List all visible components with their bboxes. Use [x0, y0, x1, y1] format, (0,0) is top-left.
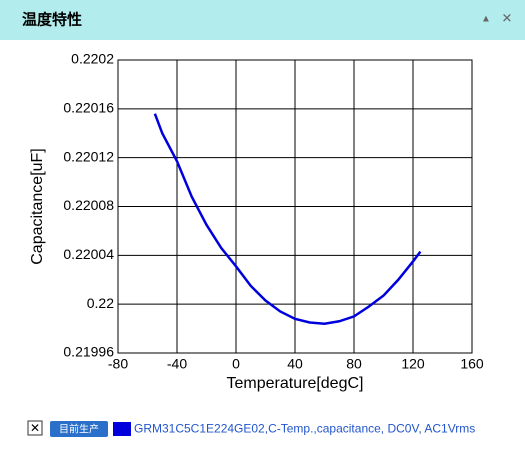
y-tick-label: 0.2202: [71, 51, 114, 67]
y-tick-label: 0.22008: [63, 197, 114, 213]
status-badge: 目前生产: [59, 423, 99, 436]
y-tick-label: 0.22: [87, 295, 114, 311]
y-tick-label: 0.22012: [63, 148, 114, 164]
x-tick-label: -40: [167, 356, 187, 372]
data-line: [153, 113, 422, 325]
remove-button[interactable]: ✕: [30, 421, 40, 435]
panel-title: 温度特性: [22, 11, 82, 29]
x-tick-label: 120: [401, 356, 425, 372]
y-tick-label: 0.22004: [63, 246, 114, 262]
x-tick-label: 40: [287, 356, 303, 372]
legend-swatch: [113, 422, 131, 436]
x-tick-label: -80: [108, 356, 128, 372]
y-axis-label: Capacitance[uF]: [29, 148, 46, 265]
y-tick-label: 0.22016: [63, 100, 114, 116]
collapse-button[interactable]: ▲: [481, 14, 491, 25]
x-axis-label: Temperature[degC]: [227, 375, 364, 392]
header-bar: [0, 0, 525, 40]
close-button[interactable]: ✕: [502, 10, 513, 25]
remove-box[interactable]: [27, 420, 43, 436]
x-tick-label: 80: [346, 356, 362, 372]
x-tick-label: 160: [460, 356, 484, 372]
status-badge-bg: [50, 421, 108, 437]
y-tick-label: 0.21996: [63, 344, 114, 360]
x-tick-label: 0: [232, 356, 240, 372]
legend-label: GRM31C5C1E224GE02,C-Temp.,capacitance, D…: [134, 422, 475, 436]
